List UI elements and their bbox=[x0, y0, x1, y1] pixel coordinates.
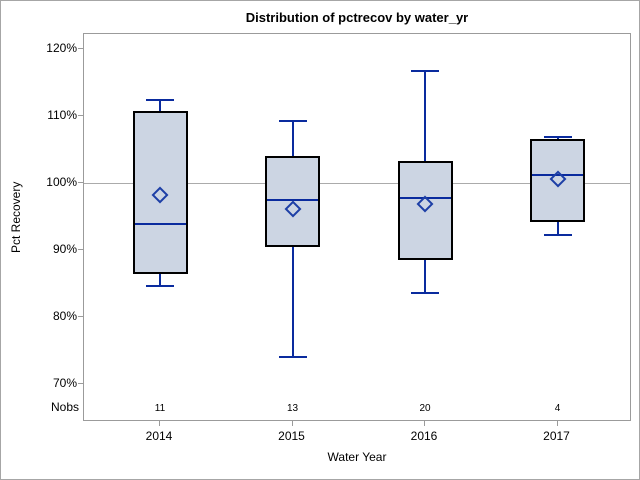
whisker-cap-min bbox=[146, 284, 174, 287]
nobs-value: 13 bbox=[286, 403, 299, 414]
x-tick-mark bbox=[159, 421, 160, 426]
median-line bbox=[267, 198, 318, 201]
y-axis-title: Pct Recovery bbox=[9, 181, 23, 253]
whisker-cap-min bbox=[543, 234, 572, 237]
iqr-box bbox=[132, 111, 188, 274]
x-axis-title: Water Year bbox=[327, 450, 387, 464]
y-tick-mark bbox=[78, 48, 83, 50]
y-tick-label: 70% bbox=[52, 376, 77, 391]
iqr-box bbox=[397, 161, 453, 260]
y-tick-mark bbox=[78, 182, 83, 184]
x-tick-label: 2017 bbox=[543, 429, 570, 443]
median-line bbox=[532, 173, 583, 176]
x-tick-label: 2014 bbox=[145, 429, 173, 443]
y-tick-label: 100% bbox=[46, 175, 77, 190]
whisker-cap-max bbox=[543, 135, 572, 138]
nobs-row-label: Nobs bbox=[50, 400, 79, 414]
x-tick-mark bbox=[556, 421, 558, 426]
reference-line-100pct bbox=[84, 183, 630, 184]
x-tick-label: 2016 bbox=[410, 429, 438, 443]
whisker-cap-min bbox=[411, 291, 439, 294]
nobs-value: 11 bbox=[154, 403, 166, 414]
y-tick-label: 80% bbox=[52, 309, 77, 324]
y-tick-mark bbox=[78, 249, 83, 251]
iqr-box bbox=[265, 155, 320, 248]
nobs-value: 20 bbox=[419, 403, 431, 414]
plot-area: 11 13 20 4 bbox=[83, 33, 631, 421]
whisker-cap-max bbox=[411, 69, 439, 72]
x-tick-mark bbox=[424, 421, 425, 426]
y-tick-label: 90% bbox=[52, 242, 77, 257]
median-line bbox=[399, 196, 451, 199]
x-tick-mark bbox=[291, 421, 293, 426]
median-line bbox=[134, 222, 186, 225]
x-tick-label: 2015 bbox=[278, 429, 305, 443]
y-tick-label: 120% bbox=[46, 41, 77, 56]
whisker-cap-max bbox=[146, 99, 174, 102]
y-tick-mark bbox=[78, 383, 83, 385]
whisker-cap-max bbox=[278, 120, 307, 123]
y-tick-label: 110% bbox=[47, 108, 77, 123]
y-tick-mark bbox=[78, 316, 83, 318]
chart-title: Distribution of pctrecov by water_yr bbox=[245, 10, 469, 25]
whisker-cap-min bbox=[278, 355, 307, 358]
y-tick-mark bbox=[78, 115, 83, 117]
nobs-value: 4 bbox=[554, 403, 561, 414]
iqr-box bbox=[530, 138, 585, 222]
